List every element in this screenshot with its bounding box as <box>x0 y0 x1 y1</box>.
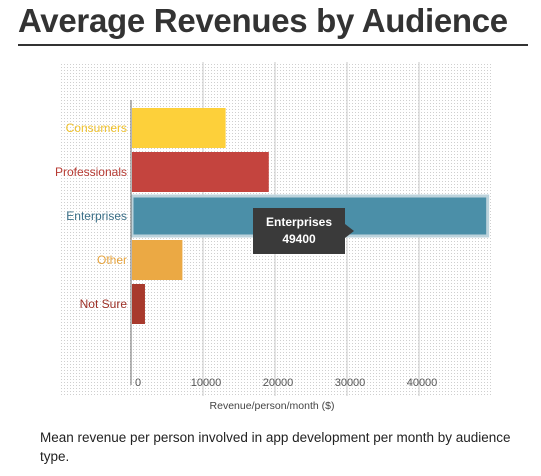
x-axis-label: Revenue/person/month ($) <box>210 400 335 412</box>
x-tick-label-20000: 20000 <box>263 377 294 389</box>
category-label-consumers: Consumers <box>66 121 127 135</box>
x-tick-label-30000: 30000 <box>335 377 366 389</box>
bar-tooltip: Enterprises 49400 <box>253 208 354 254</box>
bar-other[interactable] <box>132 240 183 280</box>
category-label-professionals: Professionals <box>55 165 127 179</box>
chart-caption: Mean revenue per person involved in app … <box>40 430 511 464</box>
category-label-not-sure: Not Sure <box>80 297 128 311</box>
tooltip-category: Enterprises <box>265 215 333 229</box>
bar-professionals[interactable] <box>132 152 269 192</box>
tooltip-value: 49400 <box>282 232 316 246</box>
category-label-enterprises: Enterprises <box>66 209 127 223</box>
x-tick-label-40000: 40000 <box>407 377 438 389</box>
bar-consumers[interactable] <box>132 108 226 148</box>
title-divider <box>18 44 528 46</box>
x-tick-label-0: 0 <box>135 377 141 389</box>
bar-not-sure[interactable] <box>132 284 145 324</box>
x-tick-label-10000: 10000 <box>191 377 222 389</box>
page-title: Average Revenues by Audience <box>18 2 508 39</box>
category-label-other: Other <box>97 253 127 267</box>
